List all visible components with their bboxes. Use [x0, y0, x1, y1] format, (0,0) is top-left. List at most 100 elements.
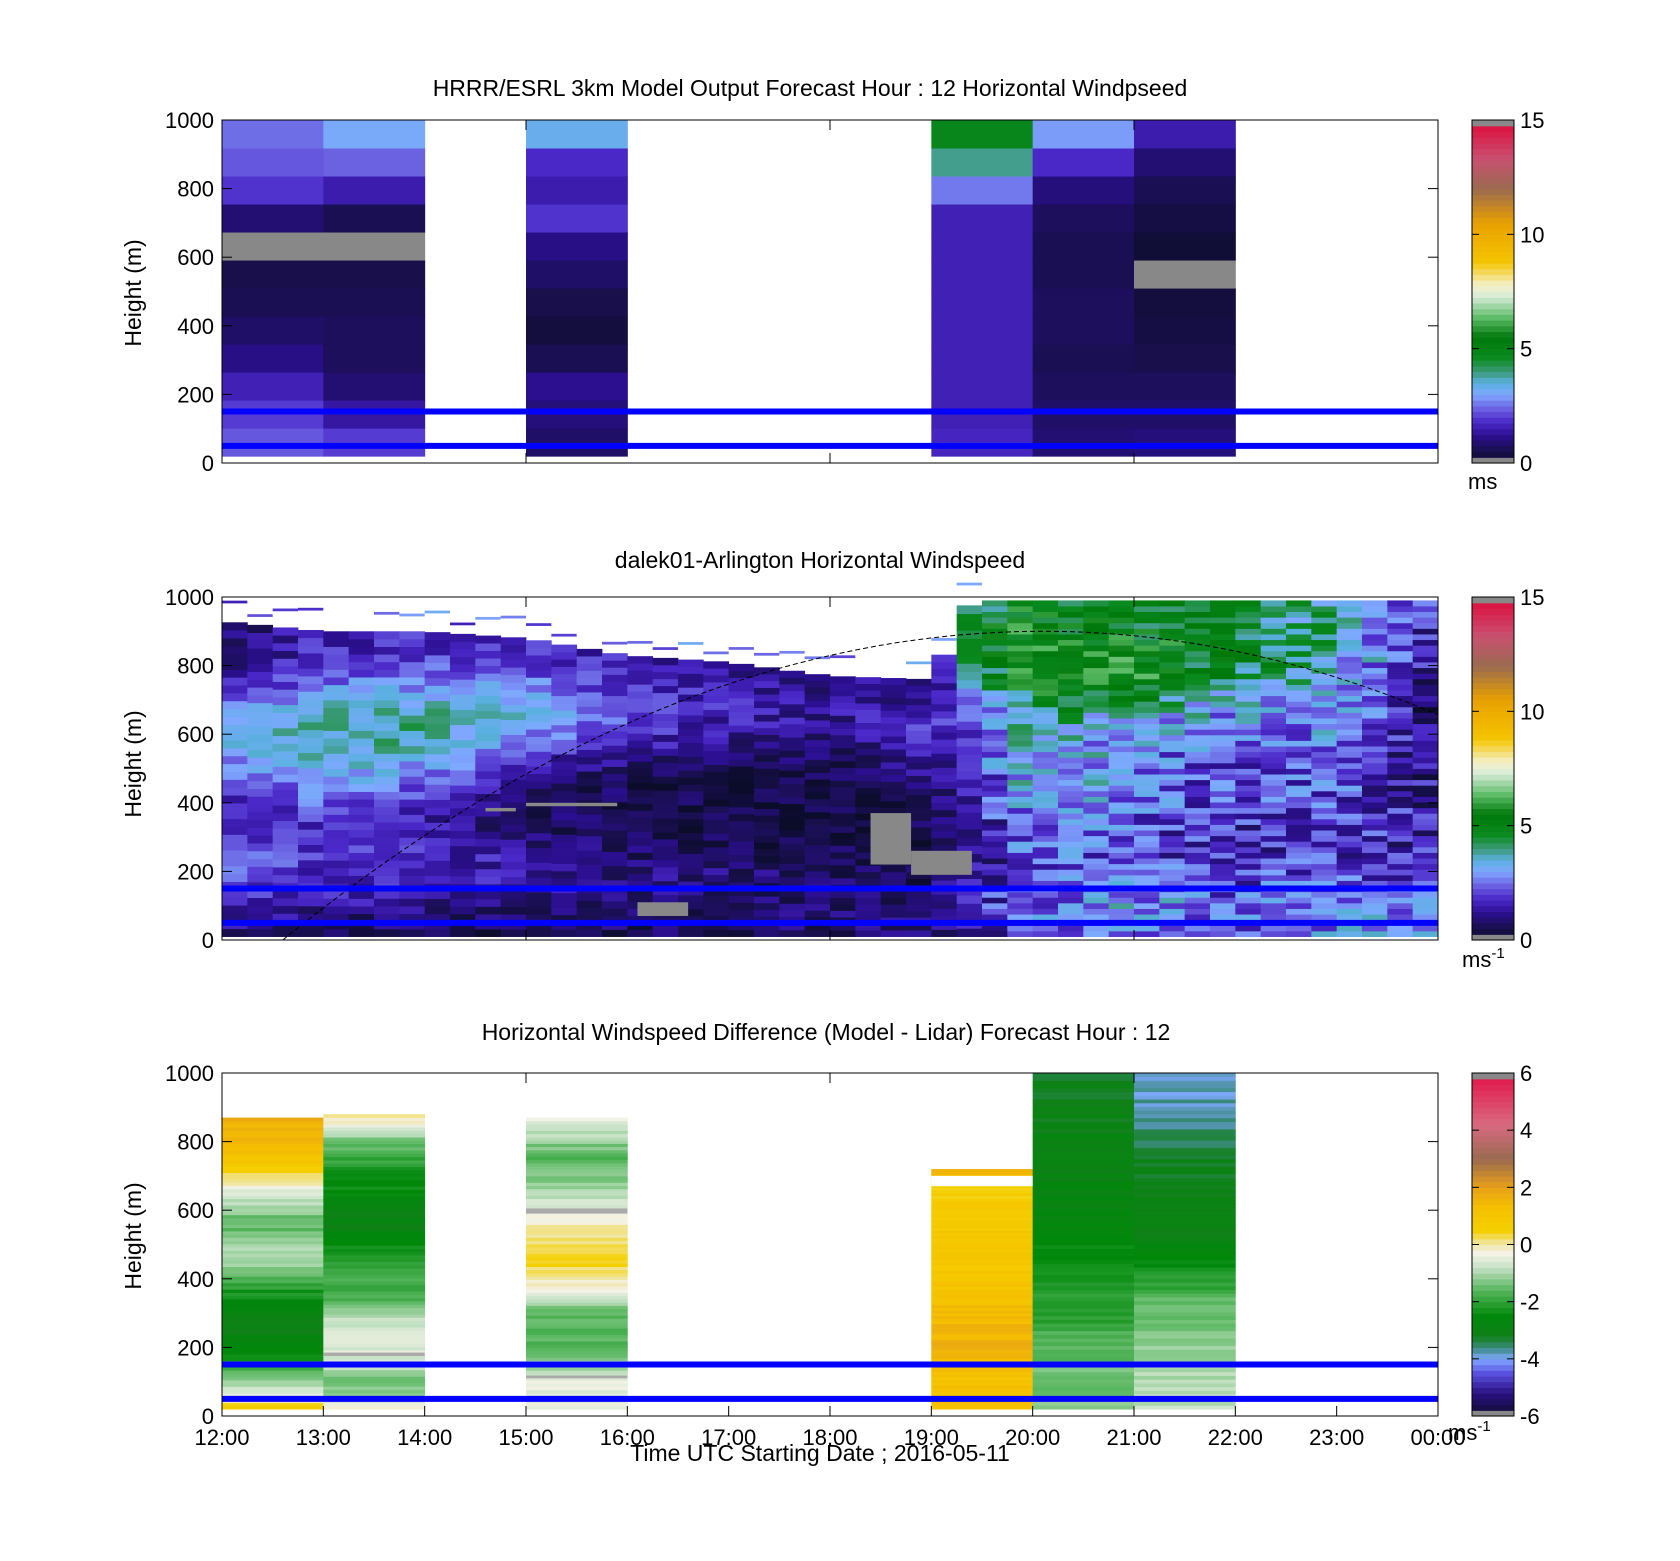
heatmap-cell: [728, 752, 755, 760]
heatmap-cell: [222, 858, 248, 867]
heatmap-cell: [551, 819, 578, 828]
heatmap-cell: [1260, 639, 1287, 646]
heatmap-cell: [1362, 813, 1388, 820]
heatmap-cell: [323, 1186, 426, 1190]
heatmap-cell: [1412, 914, 1439, 921]
heatmap-cell: [830, 832, 856, 840]
heatmap-cell: [754, 822, 780, 830]
heatmap-cell: [880, 690, 907, 698]
heatmap-cell: [500, 839, 527, 848]
heatmap-cell: [323, 1389, 426, 1394]
colorbar-segment: [1472, 711, 1514, 718]
heatmap-cell: [1260, 628, 1287, 635]
heatmap-cell: [1184, 802, 1211, 809]
heatmap-cell: [1235, 712, 1262, 719]
heatmap-cell: [754, 727, 780, 736]
heatmap-cell: [1235, 863, 1262, 870]
heatmap-cell: [1286, 650, 1312, 657]
heatmap-cell: [1032, 897, 1059, 904]
heatmap-cell: [982, 925, 1008, 932]
heatmap-cell: [1134, 120, 1236, 149]
heatmap-cell: [526, 176, 628, 205]
heatmap-cell: [576, 857, 603, 866]
heatmap-cell: [627, 733, 654, 741]
heatmap-cell: [1083, 768, 1110, 775]
heatmap-cell: [678, 701, 704, 709]
heatmap-cell: [703, 922, 730, 931]
heatmap-cell: [703, 874, 730, 882]
heatmap-cell: [323, 844, 350, 854]
heatmap-cell: [1412, 790, 1439, 797]
heatmap-cell: [1412, 606, 1439, 613]
heatmap-cell: [323, 1146, 426, 1151]
heatmap-cell: [374, 875, 400, 884]
heatmap-cell: [830, 689, 856, 697]
heatmap-cell: [779, 876, 806, 884]
heatmap-cell: [1311, 740, 1338, 747]
heatmap-cell: [1032, 690, 1059, 697]
heatmap-cell: [247, 614, 273, 617]
heatmap-cell: [754, 889, 780, 897]
heatmap-cell: [424, 715, 451, 724]
heatmap-cell: [1311, 824, 1338, 831]
heatmap-cell: [1260, 818, 1287, 825]
heatmap-cell: [1336, 908, 1363, 915]
heatmap-cell: [931, 1329, 1034, 1333]
heatmap-cell: [222, 677, 248, 686]
heatmap-cell: [956, 638, 983, 648]
heatmap-cell: [931, 1393, 1034, 1397]
heatmap-cell: [1032, 1323, 1135, 1328]
heatmap-cell: [1058, 891, 1084, 898]
heatmap-cell: [526, 428, 628, 457]
heatmap-cell: [804, 897, 831, 905]
heatmap-cell: [956, 787, 983, 797]
heatmap-cell: [399, 730, 426, 739]
heatmap-cell: [1134, 1095, 1236, 1100]
heatmap-cell: [222, 1120, 324, 1125]
heatmap-cell: [627, 796, 654, 804]
heatmap-cell: [1032, 1326, 1135, 1332]
heatmap-cell: [247, 718, 274, 727]
heatmap-cell: [652, 859, 679, 868]
heatmap-cell: [247, 819, 274, 828]
heatmap-cell: [1134, 260, 1236, 289]
heatmap-cell: [627, 670, 654, 678]
heatmap-cell: [500, 704, 527, 713]
heatmap-cell: [678, 929, 704, 937]
heatmap-cell: [703, 902, 730, 910]
heatmap-cell: [754, 902, 780, 911]
heatmap-cell: [272, 735, 299, 744]
heatmap-cell: [1286, 796, 1312, 803]
heatmap-cell: [526, 1205, 628, 1209]
colorbar-segment: [1472, 1255, 1514, 1263]
heatmap-cell: [931, 661, 958, 670]
heatmap-cell: [1083, 701, 1110, 708]
heatmap-cell: [526, 1324, 628, 1329]
heatmap-cell: [1134, 774, 1160, 781]
y-tick-label: 800: [177, 177, 214, 202]
heatmap-cell: [1210, 639, 1236, 646]
heatmap-cell: [1134, 751, 1160, 758]
heatmap-cell: [982, 897, 1008, 904]
heatmap-cell: [526, 1286, 628, 1290]
heatmap-cell: [551, 914, 578, 923]
heatmap-cell: [1083, 667, 1110, 674]
heatmap-cell: [1184, 678, 1211, 685]
heatmap-cell: [1210, 656, 1236, 663]
heatmap-cell: [1184, 656, 1211, 663]
colorbar-segment: [1472, 1341, 1514, 1348]
heatmap-cell: [1286, 673, 1312, 680]
heatmap-cell: [576, 742, 603, 750]
heatmap-cell: [652, 880, 679, 889]
heatmap-cell: [754, 721, 780, 729]
heatmap-cell: [323, 1350, 426, 1354]
heatmap-cell: [1032, 706, 1059, 713]
y-tick-label: 400: [177, 1267, 214, 1292]
heatmap-cell: [880, 742, 907, 750]
heatmap-cell: [551, 644, 578, 653]
heatmap-cell: [222, 1315, 324, 1319]
heatmap-cell: [1108, 684, 1135, 691]
heatmap-cell: [1362, 746, 1388, 753]
heatmap-cell: [1210, 611, 1236, 618]
colorbar-segment: [1472, 1095, 1514, 1103]
